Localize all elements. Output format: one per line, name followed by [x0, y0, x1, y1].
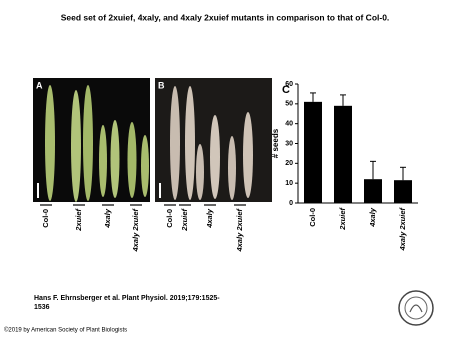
photo-label: 4xaly 2xuief	[131, 208, 140, 253]
y-tick-label: 60	[285, 81, 293, 88]
y-axis-label: # seeds	[271, 128, 280, 158]
y-tick-label: 0	[289, 200, 293, 207]
copyright: ©2019 by American Society of Plant Biolo…	[4, 327, 127, 334]
y-tick-label: 40	[285, 121, 293, 128]
photo-label: Col-0	[165, 209, 174, 228]
bar	[394, 180, 412, 203]
bar	[364, 179, 382, 203]
bar	[334, 105, 352, 203]
x-tick-label: 4xaly	[368, 207, 377, 228]
panel-label: C	[282, 84, 290, 96]
photo-b	[155, 78, 272, 202]
y-tick-label: 10	[285, 180, 293, 187]
y-tick-label: 50	[285, 101, 293, 108]
x-tick-label: 4xaly 2xuief	[398, 207, 407, 252]
slide-title: Seed set of 2xuief, 4xaly, and 4xaly 2xu…	[61, 12, 390, 22]
x-tick-label: Col-0	[308, 208, 317, 227]
y-tick-label: 30	[285, 140, 293, 147]
bar	[304, 101, 322, 203]
y-tick-label: 20	[285, 160, 293, 167]
panel-label: A	[36, 80, 43, 90]
photo-label: Col-0	[41, 209, 50, 228]
logo	[398, 290, 434, 326]
panel-label: B	[158, 80, 165, 90]
photo-label: 4xaly	[205, 208, 214, 229]
citation: Hans F. Ehrnsberger et al. Plant Physiol…	[34, 295, 220, 311]
photo-label: 4xaly 2xuief	[235, 208, 244, 253]
photo-a	[33, 78, 150, 202]
photo-label: 4xaly	[103, 208, 112, 229]
photo-label: 2xuief	[180, 208, 189, 232]
x-tick-label: 2xuief	[338, 207, 347, 231]
photo-label: 2xuief	[74, 208, 83, 232]
